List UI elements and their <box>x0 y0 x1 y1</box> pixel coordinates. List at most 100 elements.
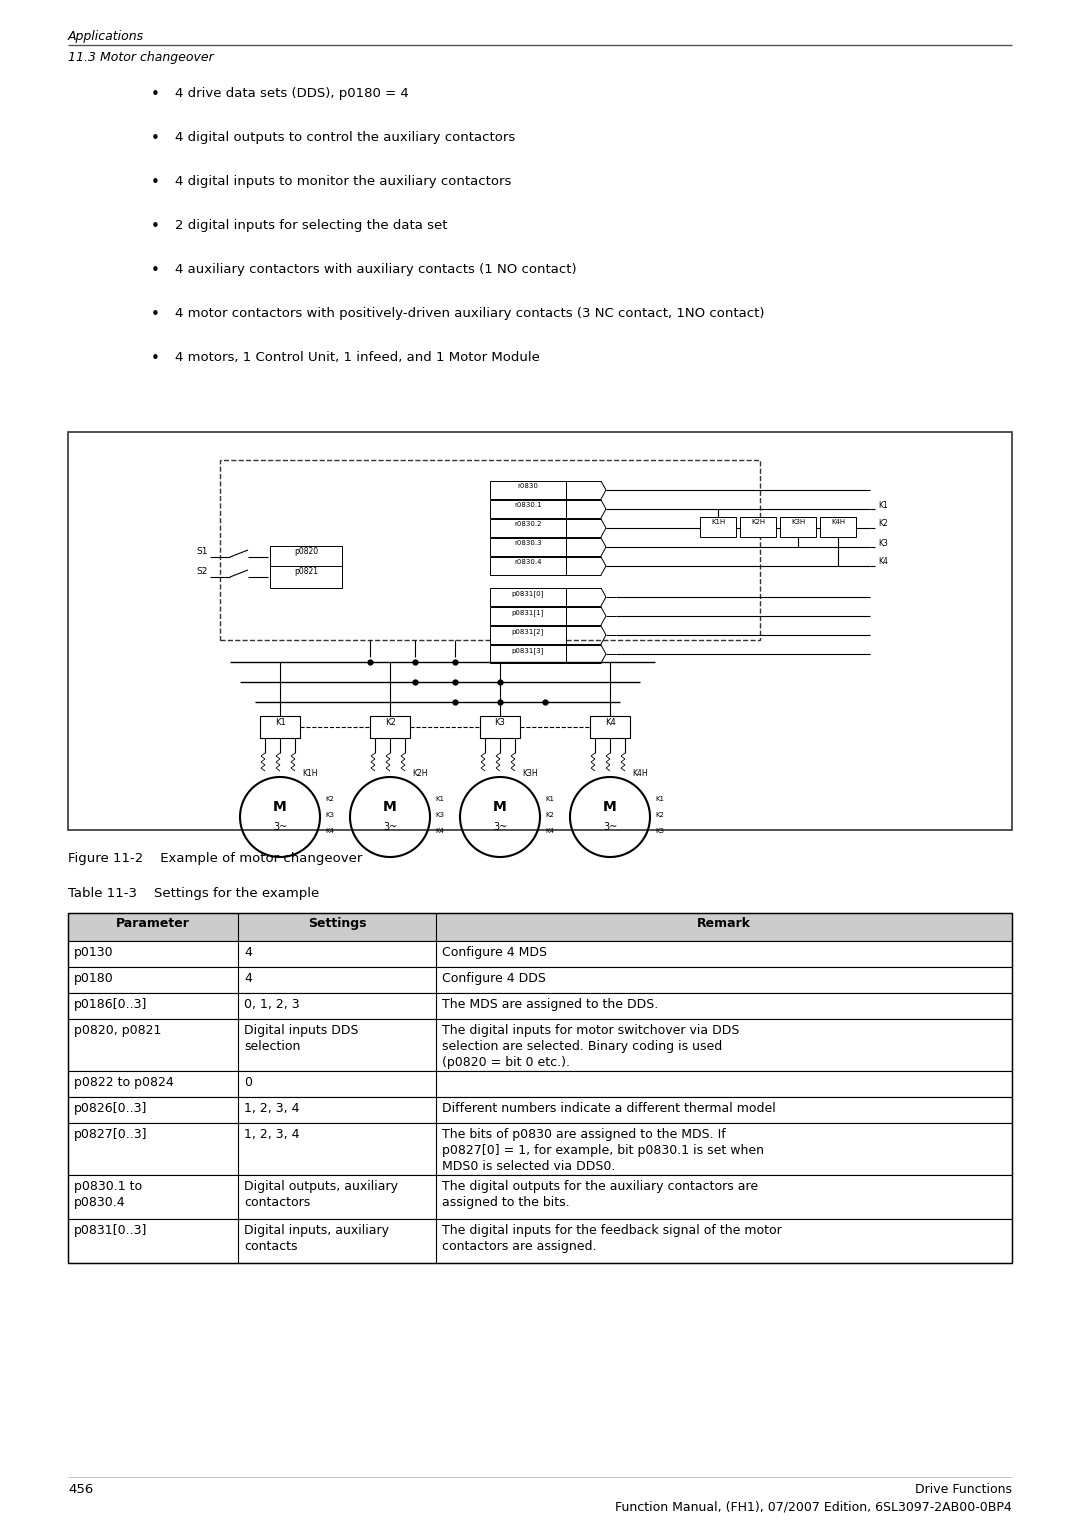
Text: K3: K3 <box>435 812 444 818</box>
Text: K2: K2 <box>384 718 395 727</box>
Text: 0: 0 <box>244 1077 252 1089</box>
Bar <box>490 481 566 499</box>
Text: Table 11-3    Settings for the example: Table 11-3 Settings for the example <box>68 887 320 899</box>
Text: 1, 2, 3, 4: 1, 2, 3, 4 <box>244 1102 299 1115</box>
Bar <box>490 557 566 576</box>
Text: K4: K4 <box>605 718 616 727</box>
Text: Parameter: Parameter <box>116 918 190 930</box>
Bar <box>490 519 566 538</box>
Text: 4: 4 <box>244 973 252 985</box>
Text: p0831[1]: p0831[1] <box>512 609 544 615</box>
Text: K2H: K2H <box>411 770 428 779</box>
Text: 4: 4 <box>244 947 252 959</box>
Text: p0830.1 to
p0830.4: p0830.1 to p0830.4 <box>75 1180 143 1209</box>
Text: •: • <box>150 351 160 366</box>
Text: 3~: 3~ <box>603 822 617 832</box>
Text: Settings: Settings <box>308 918 366 930</box>
Bar <box>68 913 1012 941</box>
Text: The MDS are assigned to the DDS.: The MDS are assigned to the DDS. <box>442 999 658 1011</box>
Bar <box>68 1122 1012 1174</box>
Bar <box>490 608 566 625</box>
Text: K3: K3 <box>654 828 664 834</box>
Text: Digital outputs, auxiliary
contactors: Digital outputs, auxiliary contactors <box>244 1180 399 1209</box>
Text: K1: K1 <box>545 796 554 802</box>
Text: p0130: p0130 <box>75 947 113 959</box>
Text: p0821: p0821 <box>294 568 318 577</box>
Text: The digital outputs for the auxiliary contactors are
assigned to the bits.: The digital outputs for the auxiliary co… <box>442 1180 758 1209</box>
Text: •: • <box>150 176 160 189</box>
Text: 4 auxiliary contactors with auxiliary contacts (1 NO contact): 4 auxiliary contactors with auxiliary co… <box>175 263 577 276</box>
Text: r0830.1: r0830.1 <box>514 502 542 508</box>
Text: K3H: K3H <box>522 770 538 779</box>
Bar <box>480 716 519 738</box>
Text: M: M <box>273 800 287 814</box>
Bar <box>270 547 342 568</box>
Text: 11.3 Motor changeover: 11.3 Motor changeover <box>68 50 214 64</box>
Text: K1: K1 <box>878 501 888 510</box>
Text: K1H: K1H <box>711 519 725 525</box>
Text: K4: K4 <box>878 557 888 567</box>
Text: K1: K1 <box>435 796 444 802</box>
Text: Figure 11-2    Example of motor changeover: Figure 11-2 Example of motor changeover <box>68 852 363 864</box>
Bar <box>68 941 1012 967</box>
Text: p0820: p0820 <box>294 548 319 556</box>
Bar <box>270 567 342 588</box>
Text: Remark: Remark <box>697 918 751 930</box>
Bar <box>68 993 1012 1019</box>
Text: S1: S1 <box>197 548 208 556</box>
Bar <box>68 913 1012 1263</box>
Text: 1, 2, 3, 4: 1, 2, 3, 4 <box>244 1128 299 1141</box>
Bar <box>260 716 300 738</box>
Text: Different numbers indicate a different thermal model: Different numbers indicate a different t… <box>442 1102 775 1115</box>
Text: p0827[0..3]: p0827[0..3] <box>75 1128 148 1141</box>
Text: 4 drive data sets (DDS), p0180 = 4: 4 drive data sets (DDS), p0180 = 4 <box>175 87 408 99</box>
Text: p0831[0..3]: p0831[0..3] <box>75 1225 147 1237</box>
Text: 456: 456 <box>68 1483 93 1496</box>
Text: K4H: K4H <box>831 519 845 525</box>
Text: K3: K3 <box>325 812 334 818</box>
Text: The digital inputs for motor switchover via DDS
selection are selected. Binary c: The digital inputs for motor switchover … <box>442 1025 740 1069</box>
Bar <box>68 432 1012 831</box>
Text: p0831[2]: p0831[2] <box>512 628 544 635</box>
Text: p0831[0]: p0831[0] <box>512 589 544 597</box>
Text: p0180: p0180 <box>75 973 113 985</box>
Text: 4 digital inputs to monitor the auxiliary contactors: 4 digital inputs to monitor the auxiliar… <box>175 176 511 188</box>
Text: p0826[0..3]: p0826[0..3] <box>75 1102 147 1115</box>
Text: 0, 1, 2, 3: 0, 1, 2, 3 <box>244 999 299 1011</box>
Bar <box>490 588 566 606</box>
Text: p0820, p0821: p0820, p0821 <box>75 1025 161 1037</box>
Text: •: • <box>150 87 160 102</box>
Text: K4H: K4H <box>632 770 648 779</box>
Text: K1: K1 <box>654 796 664 802</box>
Text: r0830.2: r0830.2 <box>514 521 542 527</box>
Text: K4: K4 <box>325 828 334 834</box>
Text: K3H: K3H <box>791 519 805 525</box>
Text: •: • <box>150 307 160 322</box>
Text: M: M <box>383 800 396 814</box>
Text: p0822 to p0824: p0822 to p0824 <box>75 1077 174 1089</box>
Text: Digital inputs DDS
selection: Digital inputs DDS selection <box>244 1025 359 1054</box>
Text: p0831[3]: p0831[3] <box>512 647 544 654</box>
Text: 2 digital inputs for selecting the data set: 2 digital inputs for selecting the data … <box>175 218 447 232</box>
Text: K4: K4 <box>435 828 444 834</box>
Text: 4 motor contactors with positively-driven auxiliary contacts (3 NC contact, 1NO : 4 motor contactors with positively-drive… <box>175 307 765 321</box>
Text: K3: K3 <box>495 718 505 727</box>
Bar <box>700 518 735 538</box>
Bar <box>68 1096 1012 1122</box>
Text: K4: K4 <box>545 828 554 834</box>
Text: 3~: 3~ <box>492 822 508 832</box>
Text: Digital inputs, auxiliary
contacts: Digital inputs, auxiliary contacts <box>244 1225 389 1254</box>
Text: Configure 4 MDS: Configure 4 MDS <box>442 947 546 959</box>
Text: 4 digital outputs to control the auxiliary contactors: 4 digital outputs to control the auxilia… <box>175 131 515 144</box>
Bar <box>490 499 566 518</box>
Text: 3~: 3~ <box>383 822 397 832</box>
Text: 3~: 3~ <box>273 822 287 832</box>
Text: K2: K2 <box>654 812 664 818</box>
Bar <box>68 1070 1012 1096</box>
Text: r0830.3: r0830.3 <box>514 541 542 547</box>
Text: M: M <box>494 800 507 814</box>
Bar <box>820 518 856 538</box>
Text: K2: K2 <box>325 796 334 802</box>
Bar <box>490 626 566 644</box>
Bar <box>220 460 760 640</box>
